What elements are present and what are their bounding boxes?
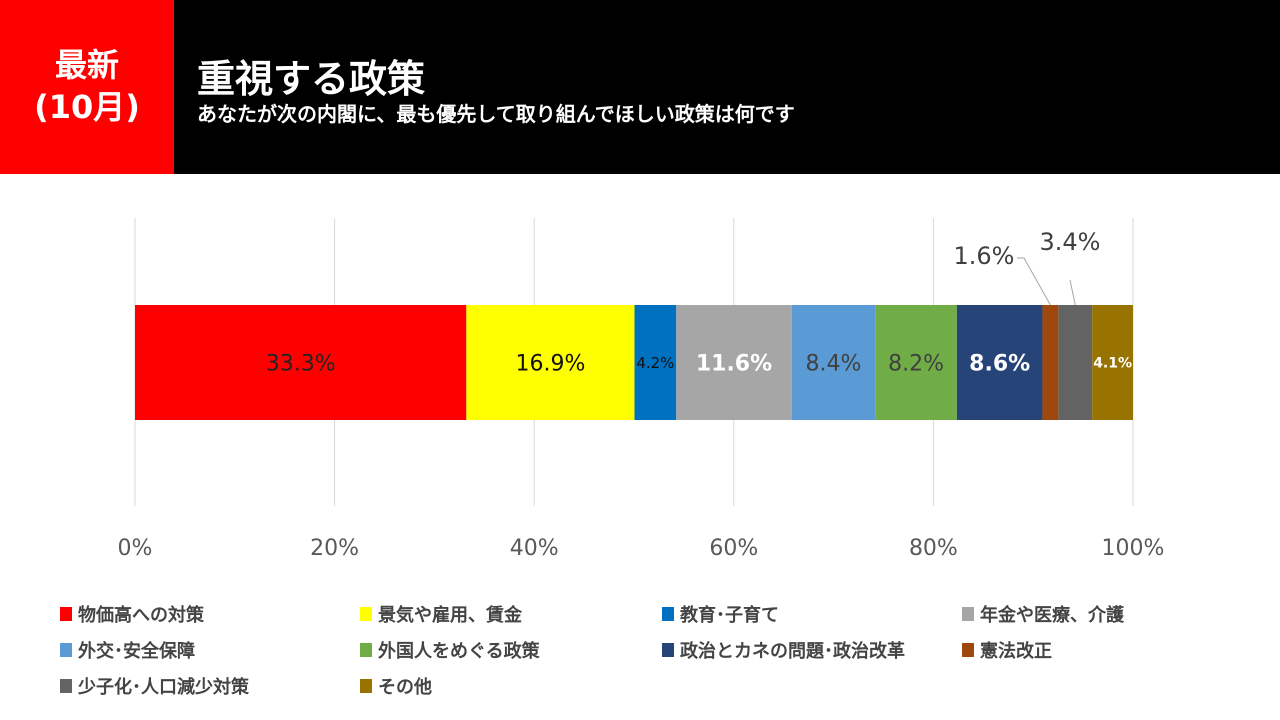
legend-swatch <box>360 679 372 693</box>
badge-line2: (10月) <box>34 88 140 126</box>
legend-item: 物価高への対策 <box>60 601 204 627</box>
page-subtitle: あなたが次の内閣に、最も優先して取り組んでほしい政策は何です <box>197 102 795 126</box>
x-tick-label: 100% <box>1102 536 1165 561</box>
data-label: 3.4% <box>1040 228 1101 256</box>
bar-segment <box>1092 305 1133 420</box>
legend-item: 憲法改正 <box>962 637 1052 663</box>
bar-segment <box>466 305 635 420</box>
data-label: 8.2% <box>888 351 944 376</box>
legend-swatch <box>662 607 674 621</box>
bar-segment <box>676 305 792 420</box>
data-label: 8.6% <box>969 351 1030 376</box>
legend-label: 少子化･人口減少対策 <box>78 677 249 698</box>
legend-item: 景気や雇用、賃金 <box>360 601 522 627</box>
bar-segment <box>875 305 957 420</box>
legend-label: 外交･安全保障 <box>78 641 195 662</box>
legend-item: 少子化･人口減少対策 <box>60 673 249 699</box>
bar-segment <box>135 305 467 420</box>
data-label: 4.2% <box>636 354 674 372</box>
data-label: 4.1% <box>1093 356 1132 372</box>
legend-swatch <box>360 643 372 657</box>
leader-line <box>1069 279 1076 306</box>
x-tick-label: 80% <box>909 536 958 561</box>
legend-swatch <box>60 643 72 657</box>
legend-label: その他 <box>378 677 432 698</box>
legend-item: 年金や医療、介護 <box>962 601 1124 627</box>
bar-segment <box>634 305 677 420</box>
x-tick-label: 60% <box>709 536 758 561</box>
legend-swatch <box>60 607 72 621</box>
legend-label: 外国人をめぐる政策 <box>378 641 540 662</box>
legend-item: 政治とカネの問題･政治改革 <box>662 637 905 663</box>
legend-item: 外国人をめぐる政策 <box>360 637 540 663</box>
data-label: 8.4% <box>806 351 862 376</box>
legend-label: 景気や雇用、賃金 <box>378 605 522 626</box>
legend-label: 政治とカネの問題･政治改革 <box>680 641 905 662</box>
data-label: 11.6% <box>696 351 772 376</box>
leader-line <box>1017 257 1051 306</box>
page-title: 重視する政策 <box>197 57 426 101</box>
data-label: 16.9% <box>515 351 585 376</box>
bar-segment <box>1042 305 1059 420</box>
badge-line1: 最新 <box>54 46 119 84</box>
legend-label: 教育･子育て <box>680 605 779 626</box>
legend-label: 年金や医療、介護 <box>980 605 1124 626</box>
legend-item: その他 <box>360 673 432 699</box>
legend-item: 教育･子育て <box>662 601 779 627</box>
latest-badge: 最新 (10月) <box>0 0 174 174</box>
data-label: 1.6% <box>954 242 1015 270</box>
header-band: 最新 (10月) 重視する政策 あなたが次の内閣に、最も優先して取り組んでほしい… <box>0 0 1280 174</box>
legend-item: 外交･安全保障 <box>60 637 195 663</box>
x-tick-label: 40% <box>510 536 559 561</box>
legend-label: 物価高への対策 <box>78 605 204 626</box>
bar-segment <box>791 305 876 420</box>
legend-swatch <box>962 607 974 621</box>
legend-swatch <box>962 643 974 657</box>
legend-swatch <box>360 607 372 621</box>
legend-swatch <box>662 643 674 657</box>
stacked-bar-chart: 0% 20% 40% 60% 80% 100% 33.3% 16.9% 4.2% 11.6% 8.4… <box>118 218 1165 561</box>
data-label: 33.3% <box>266 351 336 376</box>
x-tick-label: 0% <box>118 536 153 561</box>
legend-swatch <box>60 679 72 693</box>
bar-segment <box>956 305 1043 420</box>
x-tick-label: 20% <box>310 536 359 561</box>
legend-label: 憲法改正 <box>980 641 1052 662</box>
bar-segment <box>1058 305 1093 420</box>
